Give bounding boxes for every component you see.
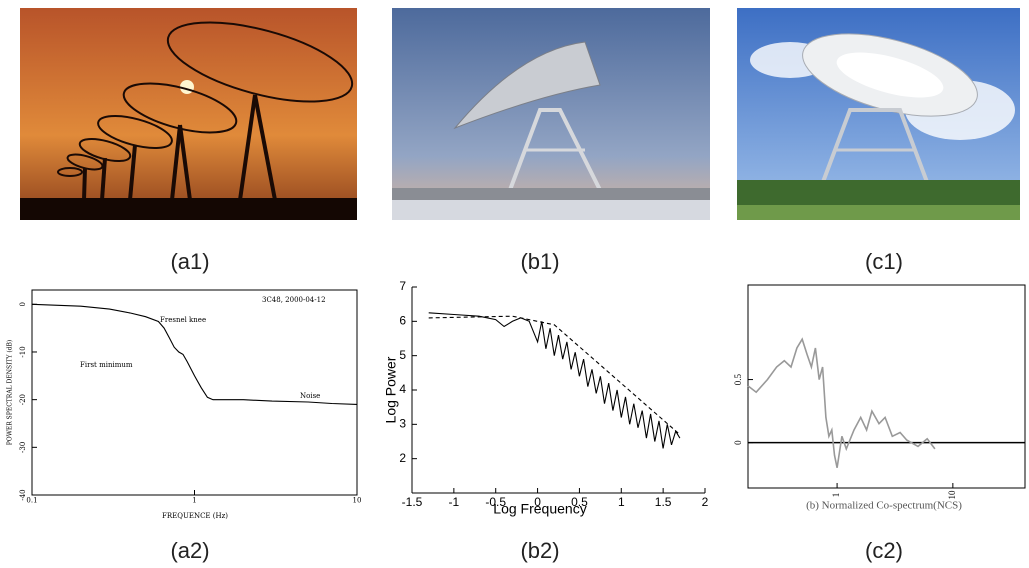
caption: (c2): [865, 538, 903, 563]
y-tick-label: 0: [733, 440, 743, 445]
x-axis-label: Log Frequency: [493, 501, 586, 517]
y-tick-label: -30: [19, 442, 27, 453]
x-tick-label: 0.1: [26, 497, 37, 505]
caption: (a1): [170, 249, 209, 274]
plot-frame: [747, 284, 1026, 489]
chart: 0 -10 -20 -30 -40 0.1 1 10 FREQUENCE (Hz) POWER S…: [7, 289, 362, 520]
caption: (c1): [865, 249, 903, 274]
y-tick-label: 4: [399, 382, 406, 396]
x-tick-label: -1.5: [402, 495, 423, 509]
y-axis-label: Log Power: [383, 356, 399, 423]
y-tick-label: 7: [399, 279, 406, 293]
y-tick-label: 3: [399, 417, 406, 431]
x-tick-label: -1: [449, 495, 460, 509]
x-tick-label: 0: [534, 495, 541, 509]
x-tick-label: 1: [831, 493, 841, 498]
x-tick-label: 1.5: [655, 495, 672, 509]
chart: 2 3 4 5 6 7 -1.5 -1 -0.5 0 0.5 1 1.5 2 Log Frequency Lo…: [383, 279, 709, 517]
y-tick-label: 6: [399, 314, 406, 328]
y-tick-label: 0.5: [733, 373, 743, 385]
annotation: First minimum: [80, 361, 133, 369]
data-line: [428, 315, 681, 436]
annotation: Noise: [300, 392, 320, 400]
caption: (a2): [170, 538, 209, 563]
data-line: [747, 337, 936, 468]
y-tick-label: 5: [399, 348, 406, 362]
y-tick-label: -40: [19, 489, 27, 500]
photo-c1: [737, 8, 1020, 220]
photo-a1: [20, 8, 357, 220]
x-tick-label: 1: [192, 497, 196, 505]
x-tick-label: 10: [947, 490, 957, 500]
y-tick-label: -20: [19, 394, 27, 405]
x-tick-label: -0.5: [485, 495, 506, 509]
x-tick-label: 10: [353, 497, 362, 505]
y-axis-label: POWER SPECTRAL DENSITY (dB): [7, 340, 14, 446]
photo-b1: [392, 8, 710, 220]
x-tick-label: 0.5: [571, 495, 588, 509]
y-tick-label: 2: [399, 451, 406, 465]
annotation: 3C48, 2000-04-12: [262, 296, 326, 304]
x-tick-label: 2: [702, 495, 709, 509]
caption: (b2): [520, 538, 559, 563]
caption: (b1): [520, 249, 559, 274]
chart: 0 0.5 1 10(b) Normalized Co-spectrum(NCS): [733, 284, 1026, 512]
y-tick-label: -10: [19, 346, 27, 357]
x-tick-label: 1: [618, 495, 625, 509]
annotation: Fresnel knee: [160, 316, 206, 324]
data-line: [31, 303, 358, 405]
data-line: [428, 312, 681, 449]
x-axis-label: FREQUENCE (Hz): [162, 512, 228, 520]
captions: (a1) (b1) (c1) (a2) (b2) (c2): [170, 249, 903, 563]
x-axis-label: (b) Normalized Co-spectrum(NCS): [806, 500, 962, 512]
y-tick-label: 0: [19, 302, 27, 306]
